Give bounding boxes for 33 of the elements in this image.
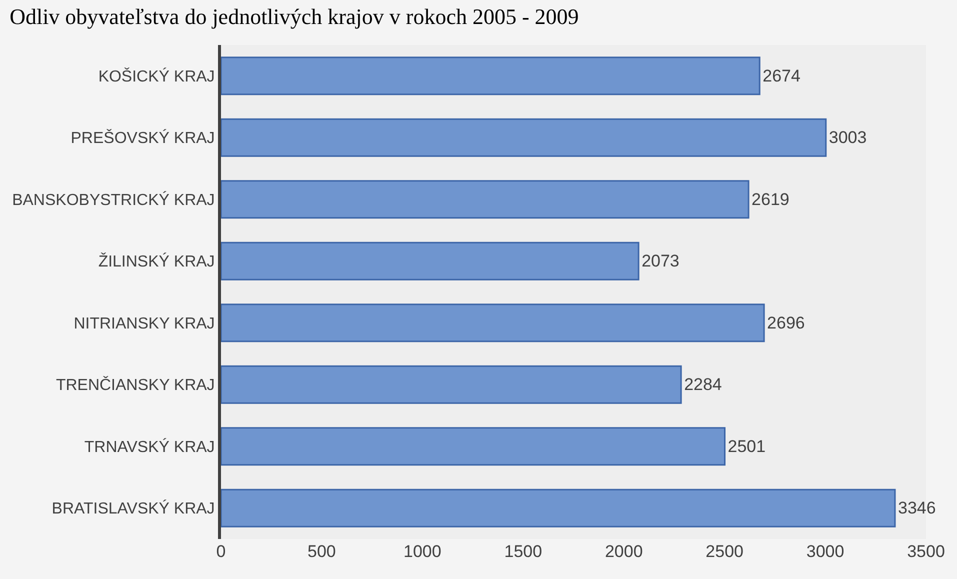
bar [221,56,760,96]
x-tick-label: 3000 [806,542,844,561]
chart-title: Odliv obyvateľstva do jednotlivých krajov v rokoch 2005 - 2009 [10,4,579,30]
x-tick-label: 1500 [504,542,542,561]
y-tick-label: KOŠICKÝ KRAJ [98,67,215,86]
y-tick-label: NITRIANSKY KRAJ [74,315,215,332]
y-tick-label: TRENČIANSKY KRAJ [56,376,215,394]
y-tick-label: BANSKOBYSTRICKÝ KRAJ [12,190,215,209]
data-label: 2674 [762,66,800,86]
bar [221,118,827,157]
y-tick-label: TRNAVSKÝ KRAJ [84,438,215,456]
x-tick-label: 0 [216,542,226,561]
bar [221,242,640,280]
bar [221,488,896,528]
x-tick-label: 2000 [604,542,643,561]
bar [221,365,682,404]
x-tick-label: 3500 [907,542,945,561]
bar [221,304,765,342]
data-label: 2284 [684,375,722,394]
y-tick-label: ŽILINSKÝ KRAJ [98,252,215,271]
y-tick-label: PREŠOVSKÝ KRAJ [70,129,215,148]
y-tick-label: BRATISLAVSKÝ KRAJ [52,500,215,518]
bar [221,180,750,219]
data-label: 2696 [767,313,805,332]
x-tick-label: 2500 [706,542,744,561]
x-tick-label: 500 [308,542,336,561]
bar [221,427,726,466]
data-label: 2501 [728,436,766,456]
data-label: 3003 [828,128,867,148]
data-label: 2619 [752,190,790,209]
data-label: 2073 [642,252,680,271]
data-label: 3346 [898,498,936,518]
x-tick-label: 1000 [404,542,442,561]
